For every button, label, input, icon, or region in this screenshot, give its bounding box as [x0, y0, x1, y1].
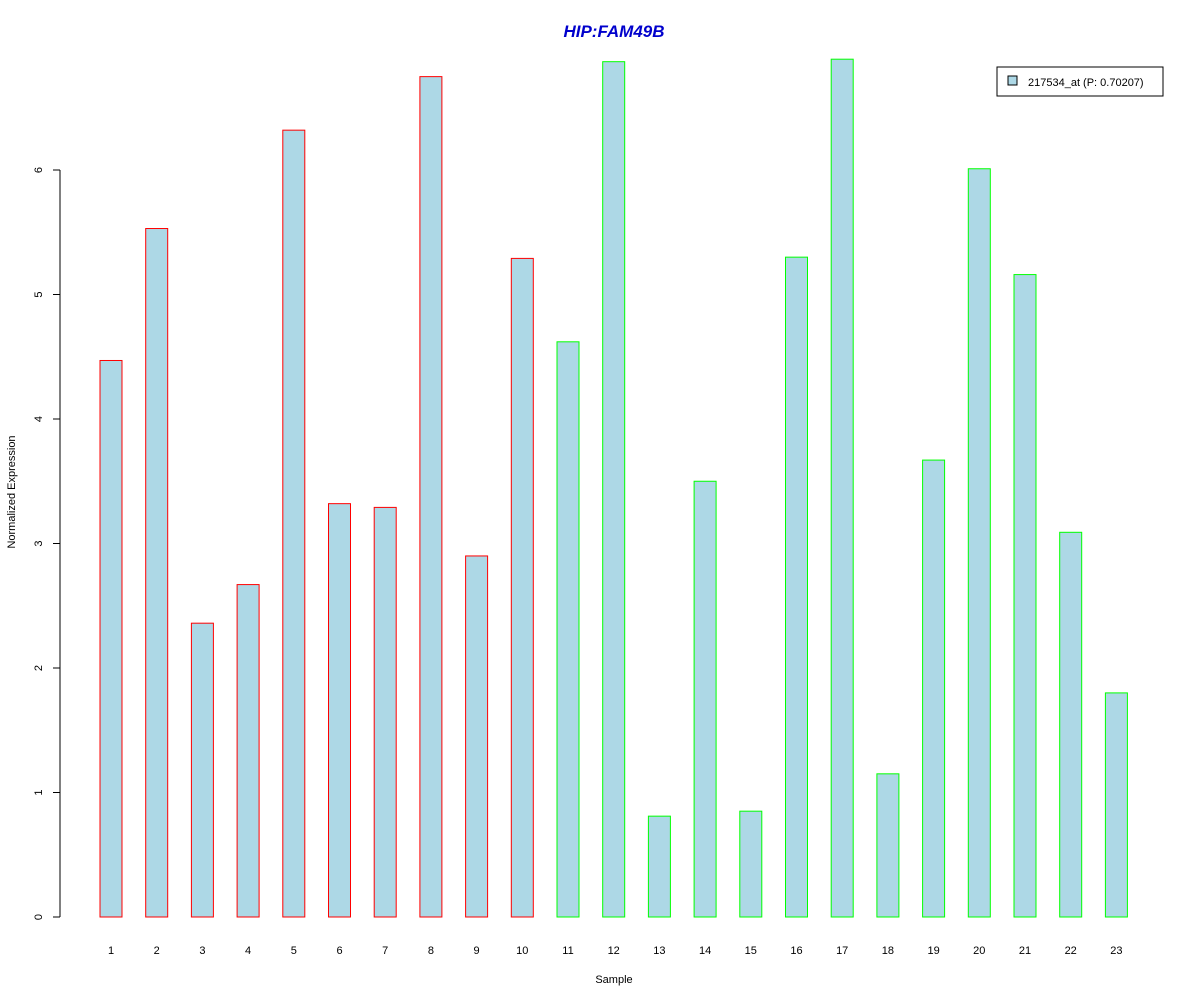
x-tick-label: 2	[154, 945, 160, 957]
bar-sample-2	[145, 228, 169, 918]
bar-sample-6	[328, 503, 351, 918]
bar-sample-21	[1013, 274, 1037, 918]
y-tick-label: 5	[33, 291, 45, 297]
bar-sample-18	[876, 773, 900, 918]
bar-sample-5	[282, 129, 306, 918]
bars-group	[99, 58, 1128, 918]
x-tick-label: 19	[927, 945, 939, 957]
legend-label: 217534_at (P: 0.70207)	[1028, 77, 1144, 89]
x-tick-label: 18	[882, 945, 894, 957]
y-tick-label: 1	[33, 789, 45, 795]
x-tick-label: 17	[836, 945, 848, 957]
x-tick-label: 15	[745, 945, 757, 957]
x-tick-label: 23	[1110, 945, 1122, 957]
bar-sample-4	[236, 584, 260, 918]
bar-sample-23	[1104, 692, 1128, 918]
bar-sample-10	[510, 257, 534, 918]
bar-sample-17	[830, 58, 854, 918]
legend-swatch	[1007, 75, 1018, 86]
bar-sample-14	[693, 480, 717, 918]
x-tick-label: 11	[562, 945, 573, 957]
x-tick-label: 20	[973, 945, 985, 957]
y-tick-label: 4	[33, 416, 45, 422]
x-tick-label: 7	[382, 945, 388, 957]
x-tick-label: 12	[608, 945, 620, 957]
legend: 217534_at (P: 0.70207)	[996, 66, 1164, 97]
bar-sample-11	[556, 341, 580, 918]
x-tick-label: 9	[474, 945, 480, 957]
bar-sample-13	[647, 815, 671, 918]
bar-sample-3	[190, 622, 214, 918]
x-tick-labels: 1 2 3 4 5 6 7 8 9 10 11 12 13 14 15 16 17 18 19 20 21 22 23	[108, 945, 1123, 957]
bar-sample-7	[373, 506, 397, 918]
x-tick-label: 14	[699, 945, 711, 957]
y-axis: 0 1 2 3 4 5 6	[33, 167, 61, 920]
bar-sample-20	[967, 168, 991, 918]
legend-box	[996, 66, 1164, 97]
x-tick-label: 22	[1065, 945, 1077, 957]
y-tick-label: 2	[33, 665, 45, 671]
bar-sample-22	[1059, 531, 1083, 918]
y-tick-label: 6	[33, 167, 45, 173]
x-tick-label: 1	[108, 945, 114, 957]
y-axis-label: Normalized Expression	[6, 435, 18, 548]
bar-sample-1	[99, 359, 123, 918]
bar-sample-19	[922, 459, 946, 918]
x-tick-label: 16	[790, 945, 802, 957]
bar-sample-16	[785, 256, 808, 918]
bar-sample-8	[419, 76, 443, 918]
x-tick-label: 5	[291, 945, 297, 957]
bar-sample-12	[602, 61, 626, 918]
x-tick-label: 3	[199, 945, 205, 957]
x-tick-label: 8	[428, 945, 434, 957]
x-tick-label: 21	[1019, 945, 1031, 957]
chart-title: HIP:FAM49B	[563, 22, 664, 41]
x-tick-label: 13	[653, 945, 665, 957]
y-tick-label: 3	[33, 540, 45, 546]
y-tick-label: 0	[33, 914, 45, 920]
bar-sample-15	[739, 810, 763, 918]
x-tick-label: 6	[336, 945, 342, 957]
x-tick-label: 4	[245, 945, 251, 957]
x-axis-label: Sample	[595, 974, 632, 986]
bar-sample-9	[465, 555, 489, 918]
x-tick-label: 10	[516, 945, 528, 957]
